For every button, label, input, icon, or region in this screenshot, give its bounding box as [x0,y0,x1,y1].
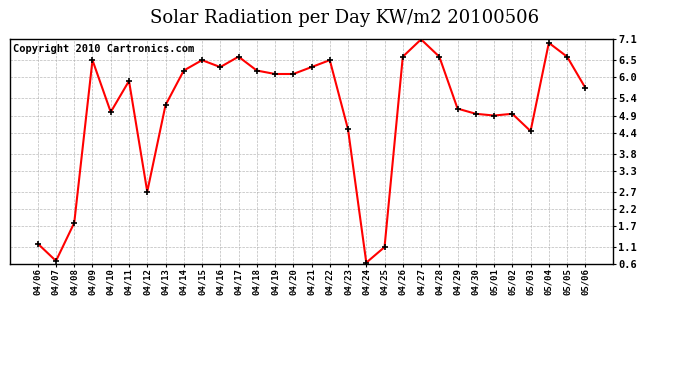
Text: Copyright 2010 Cartronics.com: Copyright 2010 Cartronics.com [13,44,195,54]
Text: Solar Radiation per Day KW/m2 20100506: Solar Radiation per Day KW/m2 20100506 [150,9,540,27]
